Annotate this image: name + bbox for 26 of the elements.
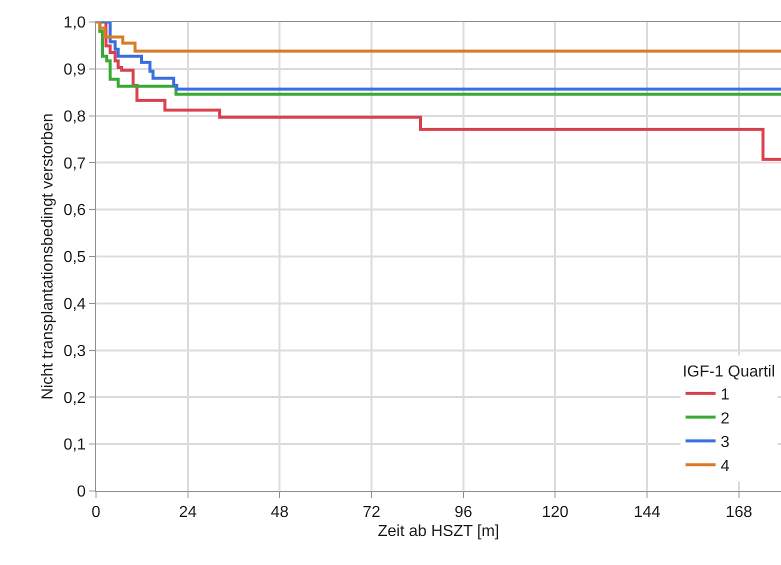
y-tick-label: 0,1 [64, 436, 86, 454]
x-tick-label: 48 [270, 504, 289, 522]
y-tick-label: 0,5 [64, 249, 86, 266]
x-tick-label: 120 [542, 504, 569, 522]
legend-title: IGF-1 Quartil [682, 363, 776, 380]
y-tick-label: 1,0 [64, 14, 86, 32]
x-tick-label: 96 [454, 504, 472, 522]
y-tick-label: 0,3 [64, 342, 86, 360]
y-tick-label: 0,7 [64, 155, 86, 172]
y-tick-label: 0,6 [64, 202, 86, 220]
legend-label: 2 [720, 410, 730, 428]
y-tick-label: 0 [76, 484, 86, 501]
y-axis-title: Nicht transplantationsbedingt verstorben [39, 113, 56, 400]
y-tick-label: 0,2 [64, 390, 86, 407]
legend-label: 4 [720, 458, 730, 475]
legend-label: 3 [720, 434, 730, 452]
x-tick-label: 72 [362, 504, 381, 522]
legend-label: 1 [720, 386, 730, 404]
y-tick-label: 0,8 [64, 108, 86, 126]
x-tick-label: 0 [92, 504, 101, 522]
x-axis-title: Zeit ab HSZT [m] [378, 522, 500, 540]
x-tick-label: 144 [634, 504, 661, 522]
x-tick-label: 168 [726, 504, 752, 522]
y-tick-label: 0,4 [64, 296, 86, 313]
y-tick-label: 0,9 [64, 62, 86, 78]
x-tick-label: 24 [178, 504, 197, 522]
